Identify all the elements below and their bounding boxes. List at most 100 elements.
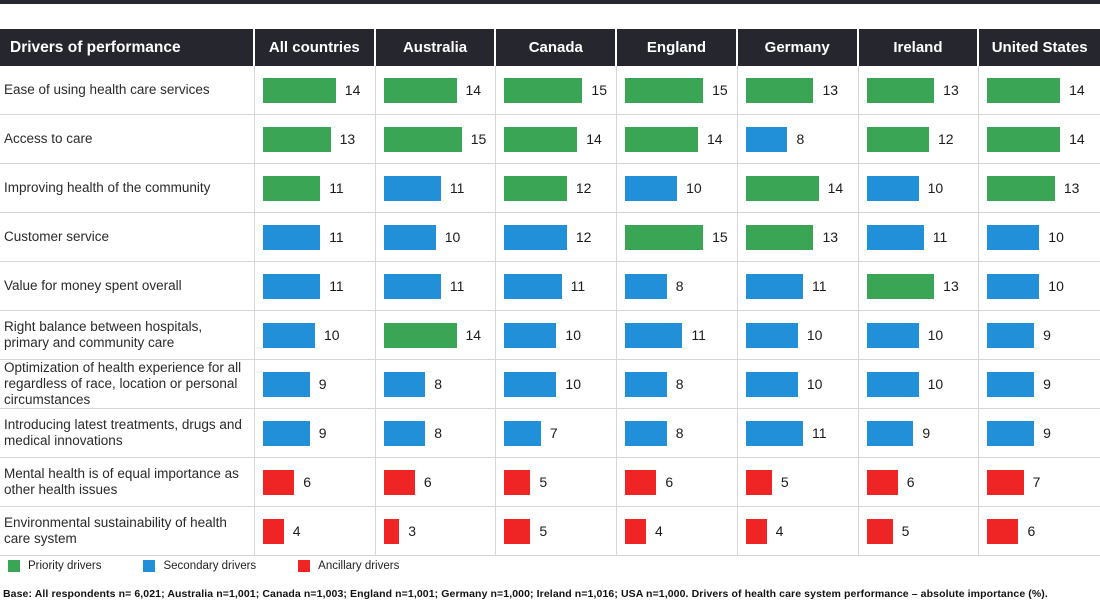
driver-label: Mental health is of equal importance as … <box>0 458 255 506</box>
ancillary-bar <box>625 518 646 544</box>
value-cell: 9 <box>979 409 1100 457</box>
value-label: 13 <box>822 82 839 98</box>
value-cell: 4 <box>617 507 738 555</box>
priority-bar <box>504 77 583 103</box>
driver-label: Environmental sustainability of health c… <box>0 507 255 555</box>
value-label: 14 <box>1069 82 1085 98</box>
table-row: Mental health is of equal importance as … <box>0 458 1100 507</box>
value-cell: 11 <box>255 164 376 212</box>
priority-bar <box>263 175 321 201</box>
value-cell: 13 <box>738 66 859 114</box>
value-label: 14 <box>706 131 723 147</box>
value-label: 15 <box>470 131 487 147</box>
value-cell: 9 <box>979 311 1100 359</box>
priority-bar <box>625 224 704 250</box>
table-row: Introducing latest treatments, drugs and… <box>0 409 1100 458</box>
value-cell: 8 <box>376 360 497 408</box>
priority-bar <box>866 126 929 152</box>
value-label: 11 <box>449 278 465 294</box>
secondary-bar <box>263 224 321 250</box>
value-cell: 14 <box>979 115 1100 163</box>
value-label: 11 <box>812 425 827 441</box>
value-cell: 5 <box>496 458 618 506</box>
table-row: Value for money spent overall 11 11 11 8 11 13… <box>0 262 1100 311</box>
value-cell: 7 <box>979 458 1100 506</box>
value-label: 12 <box>575 180 592 196</box>
value-cell: 14 <box>255 66 376 114</box>
value-label: 13 <box>822 229 839 245</box>
value-cell: 5 <box>859 507 980 555</box>
secondary-bar <box>383 420 426 446</box>
value-label: 10 <box>927 180 944 196</box>
value-label: 4 <box>292 523 301 539</box>
header-country: Ireland <box>858 29 980 66</box>
value-cell: 12 <box>496 213 618 261</box>
value-label: 13 <box>943 278 959 294</box>
ancillary-bar <box>866 469 898 495</box>
table-row: Environmental sustainability of health c… <box>0 507 1100 556</box>
value-label: 6 <box>906 474 915 490</box>
priority-bar <box>866 77 935 103</box>
secondary-bar <box>625 322 683 348</box>
value-label: 6 <box>665 474 674 490</box>
value-label: 13 <box>339 131 356 147</box>
value-label: 9 <box>1043 327 1051 343</box>
value-cell: 10 <box>496 360 618 408</box>
value-label: 11 <box>812 278 827 294</box>
value-cell: 10 <box>496 311 618 359</box>
priority-bar <box>625 77 704 103</box>
driver-label: Customer service <box>0 213 255 261</box>
secondary-bar <box>504 224 567 250</box>
priority-bar <box>383 126 462 152</box>
value-label: 11 <box>691 327 706 343</box>
ancillary-bar <box>263 518 284 544</box>
secondary-bar <box>625 175 678 201</box>
value-cell: 8 <box>738 115 859 163</box>
priority-bar <box>987 77 1061 103</box>
secondary-bar <box>745 371 798 397</box>
legend-item-ancillary: Ancillary drivers <box>298 560 399 572</box>
table-row: Right balance between hospitals, primary… <box>0 311 1100 360</box>
secondary-bar <box>504 420 541 446</box>
value-label: 10 <box>565 376 581 392</box>
secondary-bar <box>383 224 436 250</box>
value-cell: 13 <box>738 213 859 261</box>
priority-bar <box>504 175 567 201</box>
secondary-bar <box>504 273 562 299</box>
value-cell: 11 <box>376 164 497 212</box>
value-cell: 10 <box>255 311 376 359</box>
value-cell: 9 <box>255 409 376 457</box>
secondary-bar <box>383 175 441 201</box>
value-label: 12 <box>575 229 592 245</box>
value-cell: 13 <box>859 66 980 114</box>
priority-bar <box>263 126 331 152</box>
value-label: 15 <box>712 82 728 98</box>
value-label: 9 <box>922 425 931 441</box>
priority-bar <box>745 175 819 201</box>
header-country: Germany <box>737 29 859 66</box>
value-cell: 9 <box>859 409 980 457</box>
secondary-bar <box>745 273 804 299</box>
secondary-bar <box>263 420 310 446</box>
value-label: 4 <box>775 523 784 539</box>
value-label: 14 <box>1069 131 1085 147</box>
value-label: 7 <box>549 425 558 441</box>
secondary-bar <box>987 273 1040 299</box>
ancillary-swatch-icon <box>298 560 311 572</box>
value-label: 11 <box>329 229 344 245</box>
driver-label: Right balance between hospitals, primary… <box>0 311 255 359</box>
value-label: 9 <box>1043 425 1051 441</box>
top-strip <box>0 0 1100 4</box>
value-cell: 11 <box>859 213 980 261</box>
value-cell: 15 <box>617 213 738 261</box>
priority-bar <box>987 175 1055 201</box>
value-cell: 5 <box>496 507 618 555</box>
legend-item-secondary: Secondary drivers <box>143 560 256 572</box>
value-cell: 11 <box>738 409 859 457</box>
ancillary-bar <box>987 469 1024 495</box>
ancillary-bar <box>987 518 1019 544</box>
value-cell: 10 <box>859 360 980 408</box>
secondary-bar <box>383 273 441 299</box>
table-row: Access to care 13 15 14 14 8 12 14 <box>0 115 1100 164</box>
secondary-bar <box>987 420 1035 446</box>
